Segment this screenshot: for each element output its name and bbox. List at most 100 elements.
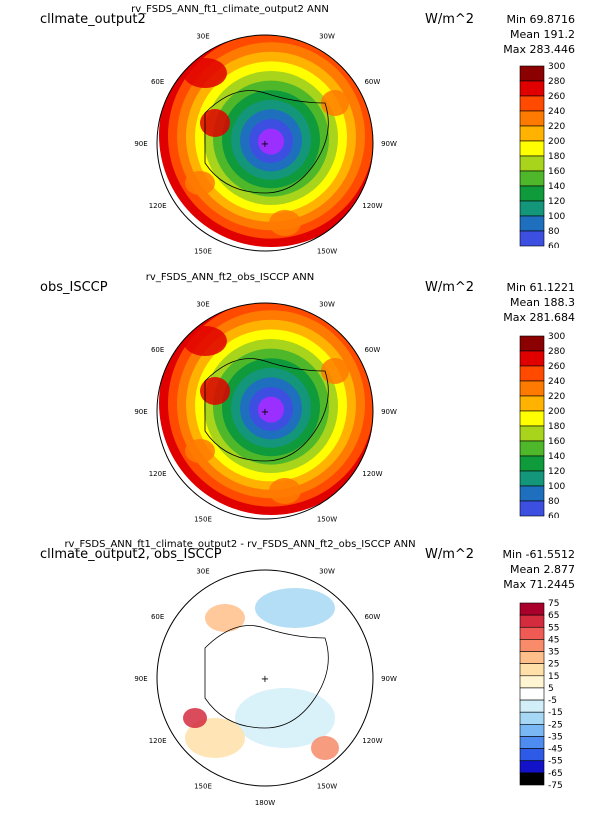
lon-label: 90E	[134, 408, 147, 416]
lon-label: 30E	[196, 568, 209, 576]
colorbar: 300 280 260 240 220 200 180 160 140 120 100 80 60	[519, 332, 565, 518]
colorbar-tick: 45	[548, 635, 559, 645]
colorbar-tick: 80	[548, 227, 560, 237]
panel-units: W/m^2	[425, 280, 475, 295]
lon-label: 150E	[194, 515, 212, 523]
colorbar-swatch	[519, 395, 545, 412]
colorbar-swatch	[519, 425, 545, 442]
lon-label: 120W	[362, 202, 382, 210]
contour-patch	[185, 439, 215, 463]
lon-label: 90W	[381, 140, 397, 148]
colorbar-swatch	[519, 110, 545, 127]
lon-label: 150E	[194, 247, 212, 255]
colorbar-swatch	[519, 380, 545, 397]
contour-patch	[183, 58, 227, 88]
lon-label: 150W	[317, 782, 337, 790]
stat-max: Max 71.2445	[503, 578, 575, 591]
colorbar-swatch	[519, 711, 545, 725]
lon-label: 60E	[151, 346, 164, 354]
colorbar-tick: 160	[548, 437, 565, 447]
colorbar-swatch	[519, 95, 545, 112]
colorbar-tick: 55	[548, 623, 559, 633]
colorbar-tick: 140	[548, 452, 565, 462]
colorbar-tick: -75	[548, 781, 563, 791]
contour-patch	[235, 688, 335, 748]
colorbar-tick: 100	[548, 482, 565, 492]
colorbar-tick: 280	[548, 347, 565, 357]
panel-title: rv_FSDS_ANN_ft2_obs_ISCCP ANN	[145, 272, 315, 283]
coastline	[204, 90, 329, 194]
lon-label: 90W	[381, 408, 397, 416]
contour-patch	[200, 109, 230, 137]
colorbar-swatch	[519, 602, 545, 616]
colorbar-swatch	[519, 440, 545, 457]
colorbar-tick: 80	[548, 497, 560, 507]
colorbar-swatch	[519, 455, 545, 472]
colorbar-swatch	[519, 350, 545, 367]
colorbar-swatch	[519, 614, 545, 628]
colorbar-tick: -55	[548, 757, 563, 767]
lon-label: 120W	[362, 470, 382, 478]
colorbar-swatch	[519, 736, 545, 749]
panel-label: cllmate_output2, obs_ISCCP	[40, 547, 222, 562]
colorbar-tick: 15	[548, 672, 559, 682]
lon-label: 180W	[255, 799, 275, 807]
panel-stats: Min 69.8716 Mean 191.2 Max 283.446	[495, 12, 575, 57]
map-panel-diff: cllmate_output2, obs_ISCCP rv_FSDS_ANN_f…	[0, 539, 606, 815]
stat-min: Min 69.8716	[506, 13, 575, 26]
stat-min: Min -61.5512	[502, 548, 575, 561]
contour-patch	[185, 718, 245, 758]
colorbar-tick: 120	[548, 197, 565, 207]
lon-label: 30E	[196, 301, 209, 309]
map-outline	[156, 302, 374, 520]
colorbar-tick: 300	[548, 332, 565, 342]
lon-label: 30W	[319, 568, 335, 576]
colorbar: 75 65 55 45 35 25 15 5 -5 -15 -25 -35 -45 -55 -65 -75	[519, 599, 563, 791]
colorbar-tick: 180	[548, 422, 565, 432]
colorbar-swatch	[519, 651, 545, 664]
stat-max: Max 281.684	[503, 311, 575, 324]
colorbar-swatch	[519, 335, 545, 352]
contour-patch	[183, 708, 207, 728]
colorbar-swatch	[519, 410, 545, 427]
colorbar-swatch	[519, 155, 545, 172]
colorbar-tick: 200	[548, 137, 565, 147]
panel-title: rv_FSDS_ANN_ft1_climate_output2 ANN	[131, 4, 329, 15]
svg-text:+: +	[261, 674, 269, 685]
panel-label: obs_ISCCP	[40, 280, 108, 295]
colorbar-tick: 140	[548, 182, 565, 192]
contour-patch	[185, 623, 305, 683]
colorbar-swatch	[519, 675, 545, 689]
colorbar-tick: -5	[548, 696, 557, 706]
lon-label: 60E	[151, 613, 164, 621]
lon-label: 60W	[364, 346, 380, 354]
lon-label: 120E	[149, 470, 167, 478]
panel-units: W/m^2	[425, 547, 475, 562]
colorbar-tick: 200	[548, 407, 565, 417]
contour-patch	[183, 326, 227, 356]
colorbar-tick: -35	[548, 732, 563, 742]
colorbar-swatch	[519, 80, 545, 97]
map-panel-model: cllmate_output2 rv_FSDS_ANN_ft1_climate_…	[0, 4, 606, 278]
colorbar-swatch	[519, 125, 545, 142]
contour-patch	[255, 588, 335, 628]
contour-band	[258, 128, 284, 155]
colorbar-swatch	[519, 200, 545, 217]
stat-mean: Mean 2.877	[510, 563, 575, 576]
colorbar-tick: 220	[548, 122, 565, 132]
colorbar-swatch	[519, 772, 545, 786]
colorbar-swatch	[519, 485, 545, 502]
colorbar-tick: 5	[548, 684, 554, 694]
contour-patch	[200, 377, 230, 405]
colorbar-tick: 25	[548, 660, 559, 670]
colorbar-tick: 35	[548, 648, 559, 658]
panel-stats: Min -61.5512 Mean 2.877 Max 71.2445	[495, 547, 575, 592]
colorbar-swatch	[519, 663, 545, 677]
panel-stats: Min 61.1221 Mean 188.3 Max 281.684	[495, 280, 575, 325]
colorbar-swatch	[519, 230, 545, 247]
colorbar-tick: 65	[548, 611, 559, 621]
lon-label: 90W	[381, 675, 397, 683]
